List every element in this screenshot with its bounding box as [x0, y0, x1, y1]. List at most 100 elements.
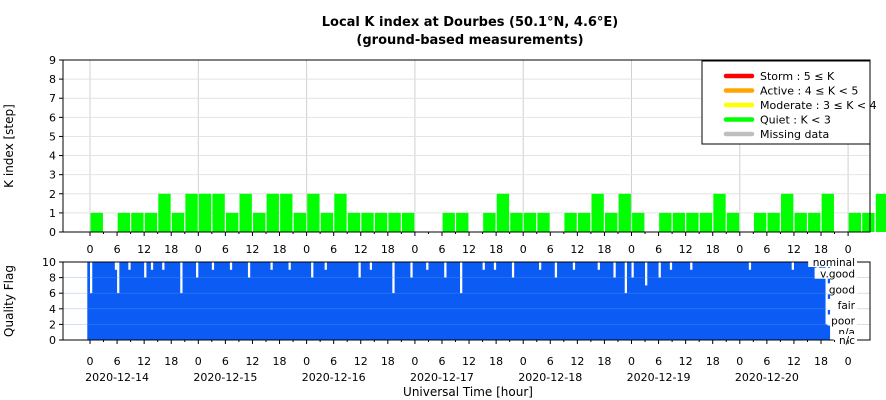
quality-gap [511, 262, 515, 278]
bottom-x-tick-label: 6 [763, 355, 770, 368]
bottom-x-tick-label: 0 [303, 355, 310, 368]
date-label: 2020-12-17 [410, 371, 474, 384]
k-index-bar [808, 212, 821, 232]
top-y-tick-label: 5 [49, 130, 56, 143]
bottom-x-tick-label: 6 [547, 355, 554, 368]
quality-gap [572, 262, 576, 270]
k-index-bar [510, 212, 523, 232]
quality-gap [358, 262, 361, 278]
quality-category-label: nominal [813, 257, 855, 269]
legend: Storm : 5 ≤ K Active : 4 ≤ K < 5Moderate … [701, 60, 877, 145]
quality-category-label: poor [831, 316, 856, 328]
top-y-tick-label: 7 [49, 92, 56, 105]
quality-label-bg [833, 334, 857, 345]
quality-gap [554, 262, 558, 278]
k-index-bar [280, 193, 293, 232]
quality-category-label: v.good [820, 269, 855, 281]
k-index-bar [320, 212, 334, 232]
bottom-x-tick-label: 12 [679, 355, 693, 368]
k-index-bar [131, 212, 144, 232]
top-x-tick-label: 0 [411, 243, 418, 256]
top-x-tick-label: 18 [381, 243, 395, 256]
top-x-tick-label: 6 [330, 243, 337, 256]
top-x-tick-label: 18 [706, 243, 720, 256]
top-y-tick-label: 0 [49, 226, 56, 239]
top-x-tick-label: 18 [273, 243, 287, 256]
top-x-tick-label: 12 [245, 243, 259, 256]
k-index-bar [117, 212, 131, 232]
date-label: 2020-12-20 [735, 371, 799, 384]
k-index-bar [713, 193, 726, 232]
legend-entry: Missing data [760, 128, 829, 141]
k-index-bar [347, 212, 361, 232]
bottom-x-tick-label: 0 [195, 355, 202, 368]
top-x-tick-label: 12 [787, 243, 801, 256]
top-x-tick-label: 0 [87, 243, 94, 256]
bottom-x-tick-label: 12 [462, 355, 476, 368]
k-index-bar [225, 212, 239, 232]
quality-gap [493, 262, 497, 270]
quality-gap [270, 262, 273, 270]
quality-gap [631, 262, 634, 278]
bottom-y-tick-label: 0 [49, 334, 56, 347]
bottom-x-tick-label: 0 [520, 355, 527, 368]
legend-entry: Storm : 5 ≤ K [760, 70, 835, 83]
quality-gap [613, 262, 616, 278]
k-index-bar [293, 212, 306, 232]
bottom-x-tick-label: 0 [411, 355, 418, 368]
k-index-bar [564, 212, 577, 232]
top-x-tick-label: 0 [195, 243, 202, 256]
quality-category-label: good [829, 284, 855, 296]
quality-gap [128, 262, 131, 270]
k-index-bar [753, 212, 767, 232]
bottom-y-tick-label: 6 [49, 287, 56, 300]
bottom-y-axis-label: Quality Flag [2, 265, 16, 337]
k-index-bar [618, 193, 631, 232]
bottom-x-tick-label: 18 [597, 355, 611, 368]
top-x-tick-label: 18 [164, 243, 178, 256]
quality-gap [144, 262, 147, 278]
k-index-bar [605, 212, 618, 232]
quality-gap [369, 262, 373, 270]
top-x-tick-label: 0 [736, 243, 743, 256]
top-y-tick-label: 4 [49, 150, 56, 163]
quality-gap [669, 262, 673, 270]
k-index-bar [577, 212, 591, 232]
k-index-bar [821, 193, 834, 232]
k-index-bar [496, 193, 510, 232]
k-index-bar [388, 212, 401, 232]
bottom-plot-frame [62, 261, 871, 341]
bottom-x-tick-label: 12 [354, 355, 368, 368]
k-index-bar [185, 193, 198, 232]
quality-gap [597, 262, 600, 270]
top-plot-frame [62, 59, 871, 233]
top-y-tick-label: 9 [49, 54, 56, 67]
bottom-y-tick-label: 2 [49, 318, 56, 331]
quality-fill [87, 262, 831, 340]
k-index-bar [848, 212, 862, 232]
k-index-bar [198, 193, 212, 232]
chart-title: Local K index at Dourbes (50.1°N, 4.6°E) [322, 15, 619, 30]
date-label: 2020-12-15 [193, 371, 257, 384]
x-axis-label: Universal Time [hour] [403, 385, 533, 399]
top-y-tick-label: 3 [49, 169, 56, 182]
k-index-bar [90, 212, 103, 232]
quality-gap [229, 262, 233, 270]
top-x-tick-label: 18 [597, 243, 611, 256]
quality-gap [162, 262, 165, 270]
top-y-tick-label: 8 [49, 73, 56, 86]
top-x-tick-label: 6 [547, 243, 554, 256]
top-x-tick-label: 12 [137, 243, 151, 256]
bottom-x-tick-label: 12 [570, 355, 584, 368]
quality-label-bg [827, 283, 857, 295]
date-label: 2020-12-16 [302, 371, 366, 384]
quality-label-bg [814, 267, 857, 279]
bottom-x-tick-label: 18 [164, 355, 178, 368]
top-y-tick-label: 6 [49, 111, 56, 124]
k-index-bar [171, 212, 185, 232]
k-index-bar [456, 212, 469, 232]
quality-gap [288, 262, 291, 270]
k-index-bar [239, 193, 252, 232]
k-index-bar [374, 212, 388, 232]
